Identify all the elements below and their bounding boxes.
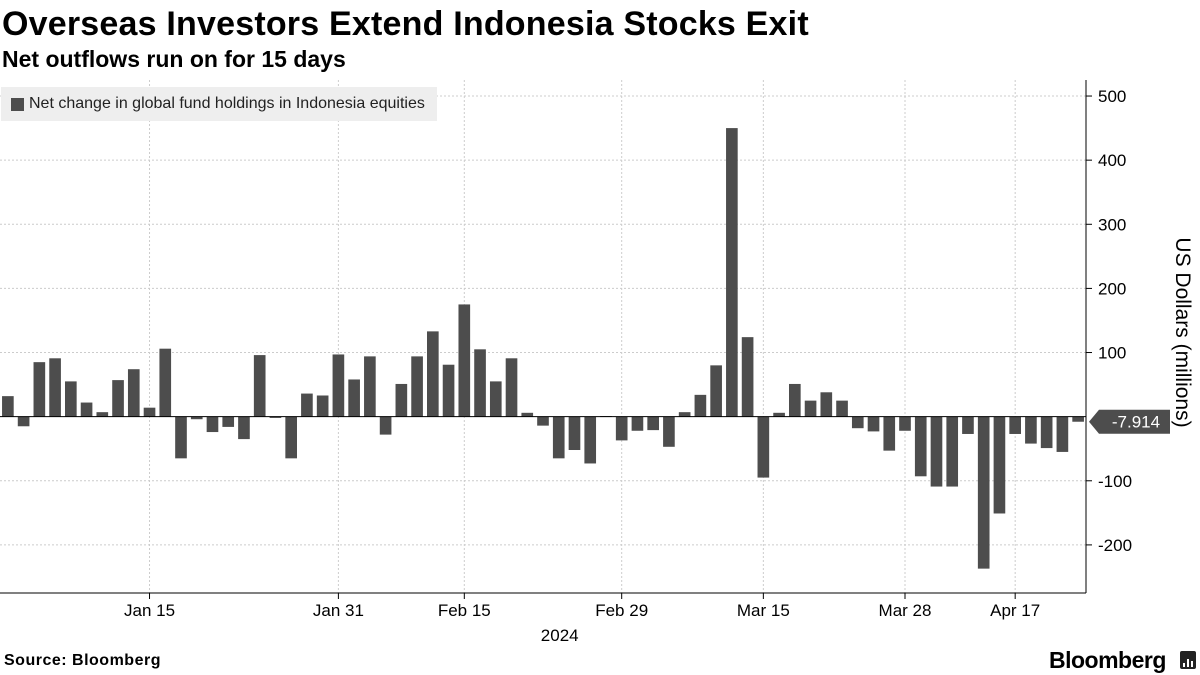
bar: [301, 393, 313, 417]
bar: [773, 412, 785, 417]
y-tick-label: 400: [1098, 151, 1126, 170]
bar: [206, 416, 219, 433]
bar: [395, 383, 408, 417]
x-tick-label: Jan 15: [124, 601, 175, 620]
bar: [1056, 416, 1069, 452]
x-tick-label: Mar 15: [737, 601, 790, 620]
bar: [726, 128, 738, 417]
bar: [867, 416, 880, 432]
bar: [379, 416, 392, 435]
brand-terminal-icon: [1180, 651, 1196, 669]
bar: [851, 416, 864, 429]
year-label: 2024: [541, 626, 579, 645]
bar: [663, 416, 675, 447]
bar: [96, 412, 109, 417]
bar: [741, 337, 754, 417]
bar: [977, 416, 990, 569]
bar: [710, 365, 722, 417]
bar: [694, 394, 707, 417]
bar: [458, 304, 471, 417]
bar: [112, 380, 124, 417]
bar: [127, 369, 140, 417]
bar: [678, 412, 691, 417]
bar: [820, 392, 833, 417]
y-tick-label: 300: [1098, 215, 1126, 234]
y-tick-label: -100: [1098, 472, 1132, 491]
axes: [0, 80, 1092, 599]
bar: [285, 416, 297, 459]
chart-legend: Net change in global fund holdings in In…: [1, 87, 437, 121]
bar: [568, 416, 581, 451]
bar: [427, 331, 439, 417]
bar: [348, 379, 360, 417]
bar: [316, 395, 329, 417]
bars: [2, 128, 1084, 569]
bar: [190, 416, 203, 420]
bar: [80, 402, 93, 417]
bar: [159, 348, 172, 417]
bar: [1040, 416, 1053, 449]
bar: [631, 416, 644, 431]
bar: [537, 416, 549, 426]
bar: [1009, 416, 1021, 434]
bar: [883, 416, 896, 451]
x-tick-label: Jan 31: [313, 601, 364, 620]
bar: [474, 349, 486, 417]
y-axis-title: US Dollars (millions): [1171, 237, 1194, 427]
bar: [253, 355, 266, 417]
y-tick-label: 200: [1098, 279, 1126, 298]
legend-swatch: [11, 97, 24, 111]
bar: [552, 416, 565, 459]
bar: [17, 416, 30, 427]
bar: [1072, 416, 1084, 422]
bar: [364, 356, 376, 417]
legend-label: Net change in global fund holdings in In…: [29, 95, 425, 112]
bar: [930, 416, 943, 487]
grid-lines: [0, 80, 1086, 593]
bar: [442, 364, 455, 417]
bar: [789, 383, 801, 417]
bar: [33, 362, 46, 417]
bar: [489, 381, 502, 417]
bar: [946, 416, 959, 487]
bar: [647, 416, 659, 431]
bar: [836, 400, 848, 417]
bar: [521, 412, 534, 417]
last-value-label: -7.914: [1112, 413, 1160, 432]
bar: [1025, 416, 1037, 444]
bar: [505, 358, 518, 417]
y-tick-label: 500: [1098, 87, 1126, 106]
last-value-flag: [1089, 409, 1170, 434]
bar: [804, 400, 817, 417]
bar: [914, 416, 927, 477]
bar: [49, 358, 61, 417]
bar: [411, 356, 423, 417]
x-tick-label: Apr 17: [990, 601, 1040, 620]
chart-subtitle: Net outflows run on for 15 days: [2, 46, 346, 72]
bar: [238, 416, 250, 440]
bar: [993, 416, 1006, 514]
bar: [899, 416, 911, 431]
bar: [269, 416, 282, 418]
y-tick-label: -200: [1098, 536, 1132, 555]
bar: [2, 396, 14, 417]
x-tick-label: Feb 29: [595, 601, 648, 620]
bar: [332, 354, 345, 417]
x-tick-label: Mar 28: [879, 601, 932, 620]
source-note: Source: Bloomberg: [4, 652, 161, 669]
bar: [757, 416, 770, 478]
bar: [962, 416, 974, 434]
bar: [65, 381, 77, 417]
chart-title: Overseas Investors Extend Indonesia Stoc…: [2, 5, 809, 43]
x-tick-label: Feb 15: [438, 601, 491, 620]
tick-labels: 500 400 300 200 100 -100 -200 Jan 15 Jan 31 Feb 1…: [124, 87, 1194, 645]
bar: [615, 416, 628, 441]
bar: [143, 407, 156, 417]
y-tick-label: 100: [1098, 344, 1126, 363]
brand-logo: Bloomberg: [1049, 647, 1166, 673]
bar: [175, 416, 187, 459]
bar: [584, 416, 597, 464]
bar: [222, 416, 235, 427]
